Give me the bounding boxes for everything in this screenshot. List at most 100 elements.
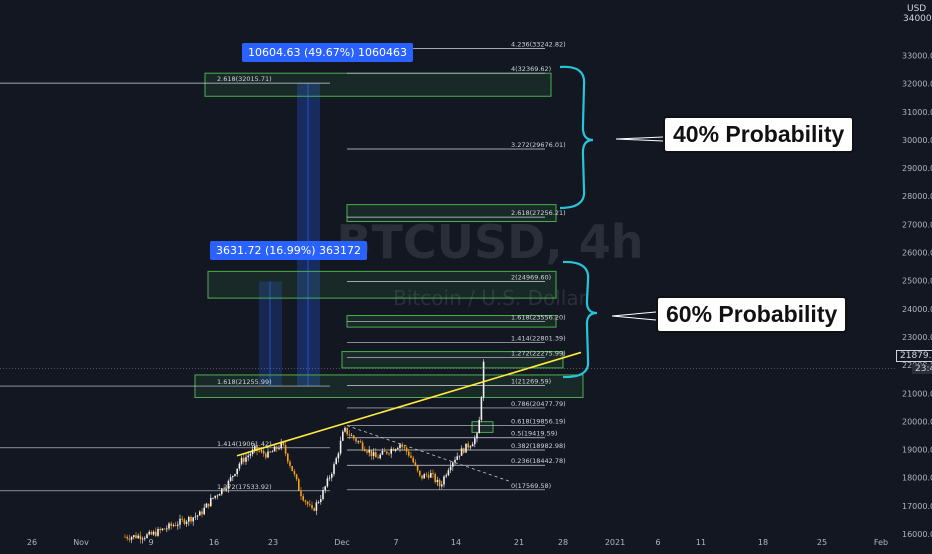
candle-body — [194, 516, 197, 518]
time-tick-label: 16 — [209, 538, 219, 547]
candle-body — [403, 446, 406, 448]
fib-label: 3.272(29676.01) — [511, 141, 566, 149]
countdown-tag: 23:40 — [912, 364, 932, 374]
measure-label-large[interactable]: 10604.63 (49.67%) 1060463 — [242, 43, 413, 62]
candle-body — [423, 474, 425, 479]
candle-body — [353, 435, 355, 439]
candle-body — [324, 486, 326, 491]
candle-body — [416, 465, 419, 471]
candle-body — [377, 457, 379, 459]
price-tick-label: 20000.00 — [902, 417, 932, 426]
candle-body — [304, 500, 307, 502]
candle-body — [271, 451, 274, 453]
candle-body — [419, 470, 421, 476]
candle-body — [150, 531, 153, 535]
candle-body — [392, 448, 395, 451]
price-tick-label: 17000.00 — [902, 502, 932, 511]
candle-body — [240, 457, 243, 464]
last-price-tag: 21879.32 — [896, 350, 932, 362]
candle-body — [344, 427, 346, 432]
candle-body — [137, 535, 139, 539]
time-tick-label: 2021 — [605, 538, 625, 547]
candle-body — [342, 431, 344, 441]
fib-label: 1.414(22801.39) — [511, 335, 566, 343]
pointer-60-upper — [611, 311, 657, 317]
candle-body — [410, 455, 412, 458]
candle-body — [295, 474, 298, 480]
candle-body — [368, 450, 370, 453]
callout-60-probability[interactable]: 60% Probability — [656, 296, 848, 333]
candle-body — [482, 361, 485, 398]
fib-label: 2.618(32015.71) — [217, 75, 272, 83]
price-tick-label: 21000.00 — [902, 389, 932, 398]
candle-body — [157, 528, 159, 536]
candle-body — [284, 445, 287, 454]
candle-body — [144, 537, 146, 539]
pointer-40-lower — [615, 138, 664, 142]
time-tick-label: 18 — [758, 538, 768, 547]
candle-body — [383, 450, 386, 452]
candle-body — [366, 451, 368, 453]
candle-body — [287, 453, 289, 462]
candle-body — [249, 454, 252, 456]
candle-body — [280, 441, 282, 449]
fib-zone — [341, 351, 564, 369]
candle-body — [126, 536, 128, 539]
candle-body — [364, 449, 366, 452]
fib-label: 2(24969.60) — [511, 274, 551, 282]
candle-body — [436, 479, 439, 483]
price-tick-label: 18000.00 — [902, 474, 932, 483]
candle-body — [471, 444, 474, 447]
candle-body — [168, 523, 170, 529]
time-tick-label: Dec — [334, 538, 349, 547]
candle-body — [322, 490, 324, 500]
candle-body — [445, 475, 447, 477]
candle-body — [293, 471, 296, 475]
candle-body — [408, 451, 410, 456]
bracket-40 — [559, 65, 594, 210]
candle-body — [320, 499, 322, 502]
price-tick-label: 23000.00 — [902, 333, 932, 342]
candle-body — [133, 535, 135, 538]
fib-label: 1.618(23556.20) — [511, 313, 566, 321]
candle-body — [223, 488, 225, 491]
candle-body — [161, 528, 164, 531]
candle-body — [333, 464, 335, 474]
time-tick-label: 25 — [817, 538, 827, 547]
candle-body — [258, 450, 260, 452]
candle-body — [199, 511, 201, 516]
callout-40-probability[interactable]: 40% Probability — [663, 116, 855, 153]
candle-body — [432, 473, 434, 474]
candle-body — [212, 497, 214, 499]
axis-top-label: 34000.00 — [903, 14, 932, 24]
candle-body — [163, 528, 166, 530]
candle-body — [298, 479, 300, 491]
candle-body — [388, 453, 390, 455]
candle-body — [454, 459, 456, 463]
candle-body — [335, 458, 337, 465]
candle-body — [227, 480, 230, 489]
candle-body — [229, 477, 232, 481]
candle-body — [421, 475, 423, 479]
measure-label-small[interactable]: 3631.72 (16.99%) 363172 — [210, 241, 367, 260]
fib-label: 1.414(19061.42) — [217, 440, 272, 448]
price-tick-label: 27000.00 — [902, 220, 932, 229]
candle-body — [225, 488, 227, 491]
candle-body — [276, 446, 278, 449]
candle-body — [289, 461, 291, 467]
candle-body — [306, 501, 309, 505]
fib-label: 4.236(33242.82) — [511, 41, 566, 49]
candle-body — [196, 515, 199, 517]
time-tick-label: 9 — [148, 538, 153, 547]
candle-body — [430, 473, 432, 478]
currency-label: USD — [907, 4, 927, 14]
bracket-60 — [562, 260, 598, 379]
candle-body — [245, 457, 247, 462]
pointer-60-lower — [611, 315, 657, 321]
candle-body — [214, 495, 216, 498]
candle-body — [447, 470, 450, 476]
time-tick-label: 28 — [558, 538, 568, 547]
candle-body — [177, 524, 179, 526]
